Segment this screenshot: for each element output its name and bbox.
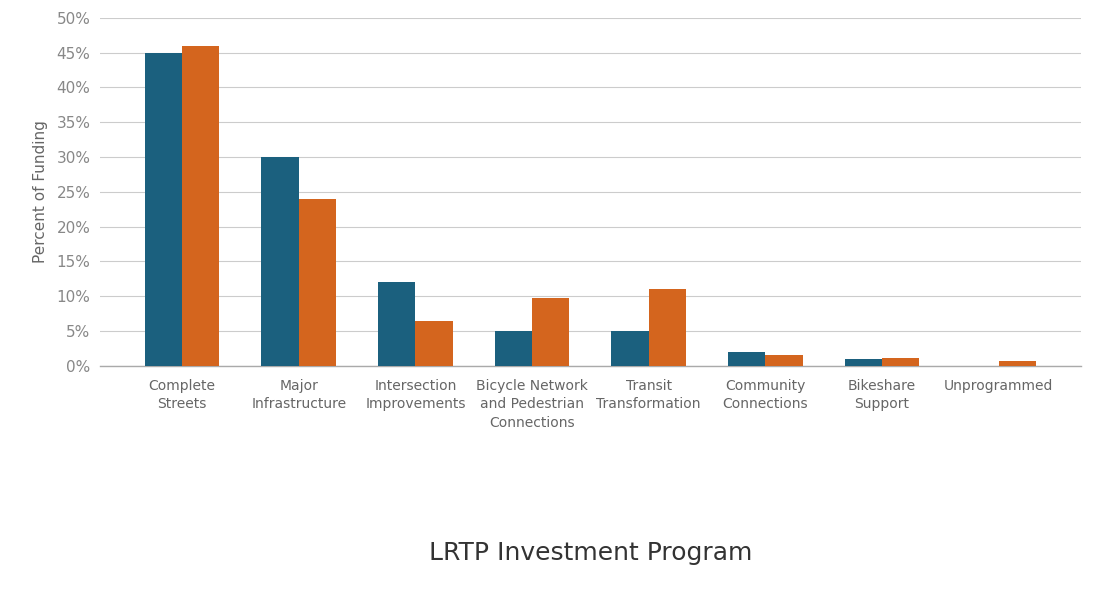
Bar bbox=[729, 352, 765, 366]
Bar bbox=[612, 331, 648, 366]
Bar bbox=[495, 331, 532, 366]
Bar bbox=[844, 359, 882, 366]
Bar bbox=[532, 299, 569, 366]
Bar bbox=[299, 199, 336, 366]
Bar bbox=[183, 45, 219, 366]
Bar bbox=[648, 289, 686, 366]
Bar bbox=[998, 361, 1036, 366]
Bar bbox=[416, 320, 452, 366]
Bar bbox=[378, 282, 416, 366]
Bar bbox=[262, 157, 299, 366]
X-axis label: LRTP Investment Program: LRTP Investment Program bbox=[429, 541, 752, 565]
Bar bbox=[145, 53, 183, 366]
Bar bbox=[882, 358, 919, 366]
Y-axis label: Percent of Funding: Percent of Funding bbox=[33, 120, 48, 263]
Bar bbox=[765, 355, 803, 366]
